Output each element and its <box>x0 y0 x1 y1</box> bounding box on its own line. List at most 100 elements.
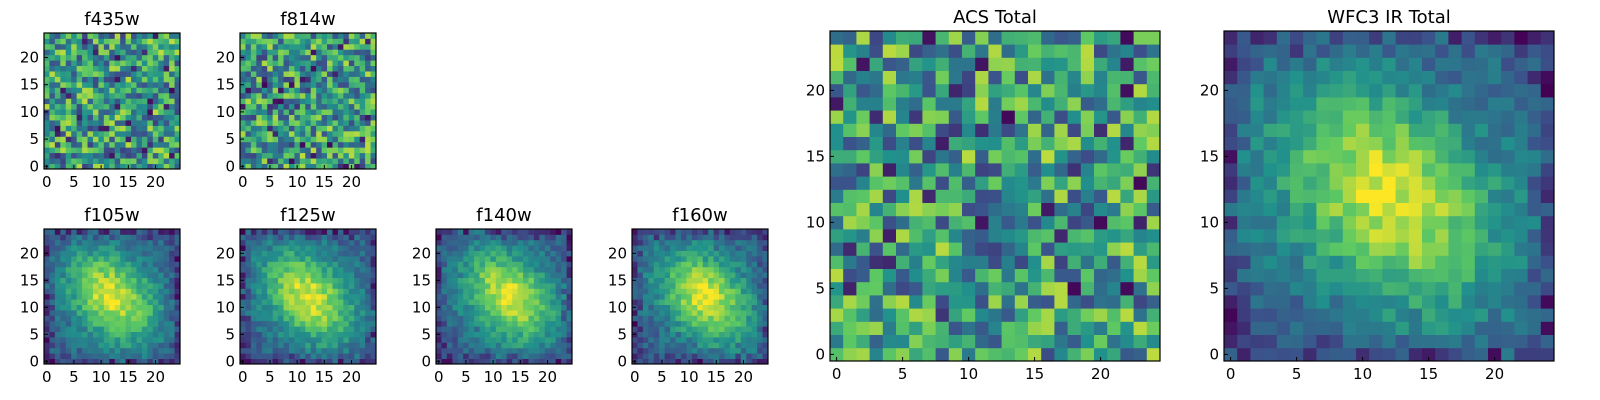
heatmap-cell <box>327 277 333 284</box>
heatmap-cell <box>1461 215 1476 230</box>
heatmap-cell <box>267 337 274 343</box>
heatmap-cell <box>354 136 361 143</box>
heatmap-cell <box>125 347 132 354</box>
heatmap-cell <box>1448 123 1462 137</box>
heatmap-cell <box>321 320 328 327</box>
heatmap-cell <box>441 229 448 235</box>
y-tick-label: 15 <box>412 271 431 289</box>
heatmap-cell <box>746 342 753 349</box>
heatmap-cell <box>114 76 121 83</box>
heatmap-cell <box>92 250 99 257</box>
heatmap-cell <box>830 308 844 322</box>
heatmap-cell <box>365 43 371 50</box>
heatmap-cell <box>1094 110 1108 124</box>
heatmap-cell <box>719 299 725 305</box>
heatmap-cell <box>245 304 252 311</box>
heatmap-cell <box>141 326 148 332</box>
heatmap-cell <box>1435 242 1449 256</box>
heatmap-cell <box>327 283 333 289</box>
heatmap-cell <box>843 347 857 362</box>
heatmap-cell <box>92 331 99 338</box>
heatmap-cell <box>131 288 137 295</box>
heatmap-cell <box>354 304 361 311</box>
heatmap-cell <box>65 71 72 77</box>
heatmap-cell <box>44 103 50 110</box>
heatmap-cell <box>354 54 361 61</box>
heatmap-cell <box>327 158 333 164</box>
heatmap-cell <box>544 320 551 327</box>
heatmap-cell <box>975 83 989 98</box>
heatmap-cell <box>103 304 110 311</box>
heatmap-cell <box>370 109 377 115</box>
heatmap-cell <box>332 353 339 359</box>
heatmap-cell <box>1514 281 1528 296</box>
x-tick-label: 0 <box>630 368 640 386</box>
heatmap-cell <box>1395 242 1410 256</box>
heatmap-cell <box>120 125 126 132</box>
heatmap-cell <box>632 256 638 262</box>
heatmap-cell <box>131 310 137 316</box>
heatmap-cell <box>272 261 279 268</box>
heatmap-cell <box>495 250 502 257</box>
heatmap-cell <box>348 92 355 99</box>
heatmap-cell <box>261 277 268 284</box>
heatmap-cell <box>468 337 475 343</box>
heatmap-cell <box>1540 202 1555 217</box>
heatmap-cell <box>158 33 165 39</box>
heatmap-cell <box>1107 57 1121 71</box>
heatmap-cell <box>92 234 99 241</box>
heatmap-cell <box>490 256 497 262</box>
heatmap-cell <box>337 250 344 257</box>
y-tick-label: 5 <box>29 130 39 148</box>
heatmap-cell <box>512 261 518 268</box>
heatmap-cell <box>1133 242 1148 256</box>
heatmap-cell <box>114 49 121 56</box>
heatmap-cell <box>288 326 295 332</box>
heatmap-cell <box>544 347 551 354</box>
heatmap-cell <box>283 326 290 332</box>
heatmap-cell <box>1094 176 1108 190</box>
heatmap-cell <box>299 163 306 170</box>
heatmap-cell <box>474 299 480 305</box>
heatmap-cell <box>686 239 693 246</box>
heatmap-cell <box>332 54 339 61</box>
heatmap-cell <box>114 283 121 289</box>
heatmap-cell <box>1408 149 1423 164</box>
heatmap-cell <box>659 293 666 300</box>
heatmap-cell <box>680 250 687 257</box>
heatmap-cell <box>354 337 361 343</box>
heatmap-cell <box>321 98 328 105</box>
heatmap-cell <box>76 33 83 39</box>
heatmap-cell <box>370 315 377 322</box>
heatmap-cell <box>680 283 687 289</box>
heatmap-cell <box>87 141 94 148</box>
heatmap-cell <box>1146 44 1161 58</box>
heatmap-cell <box>337 261 344 268</box>
x-tick-label: 5 <box>265 368 275 386</box>
heatmap-cell <box>288 331 295 338</box>
heatmap-cell <box>675 234 682 241</box>
heatmap-cell <box>935 295 950 309</box>
heatmap-cell <box>261 342 268 349</box>
heatmap-cell <box>457 266 464 273</box>
heatmap-cell <box>1474 321 1489 335</box>
heatmap-cell <box>1133 176 1148 190</box>
heatmap-cell <box>87 272 94 278</box>
heatmap-cell <box>463 234 470 241</box>
heatmap-cell <box>337 109 344 115</box>
heatmap-cell <box>348 272 355 278</box>
heatmap-cell <box>670 310 676 316</box>
heatmap-cell <box>1488 295 1502 309</box>
heatmap-cell <box>691 320 698 327</box>
heatmap-cell <box>44 234 50 241</box>
heatmap-cell <box>310 288 317 295</box>
heatmap-cell <box>1540 189 1555 203</box>
heatmap-cell <box>757 245 763 251</box>
heatmap-cell <box>321 261 328 268</box>
heatmap-cell <box>288 71 295 77</box>
heatmap-cell <box>724 239 731 246</box>
heatmap-cell <box>71 353 78 359</box>
heatmap-cell <box>141 130 148 137</box>
heatmap-cell <box>147 103 154 110</box>
heatmap-cell <box>762 326 769 332</box>
